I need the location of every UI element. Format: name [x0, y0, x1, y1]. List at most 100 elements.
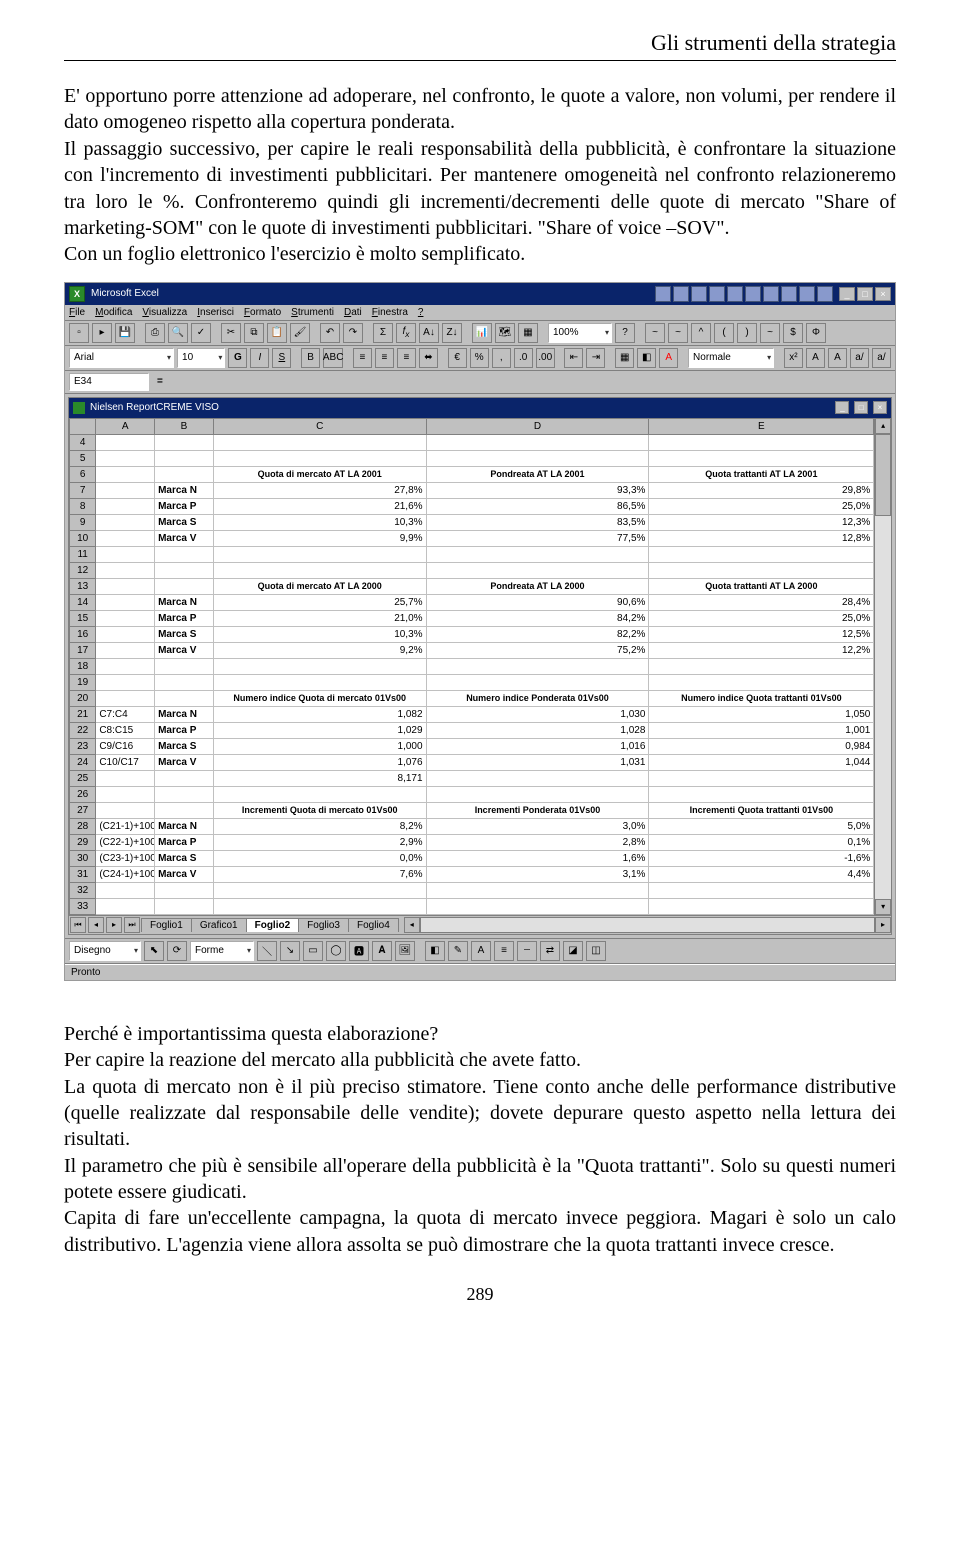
wb-maximize-button[interactable]: □ [854, 401, 868, 414]
save-button[interactable]: 💾 [115, 323, 135, 343]
wb-close-button[interactable]: × [873, 401, 887, 414]
name-box[interactable]: E34 [69, 373, 149, 391]
table-row[interactable]: 26 [70, 786, 874, 802]
spell-button[interactable]: ✓ [191, 323, 211, 343]
clipart-button[interactable]: 🖼 [395, 941, 415, 961]
dec-dec-button[interactable]: .00 [536, 348, 555, 368]
print-button[interactable]: ⎙ [145, 323, 165, 343]
sheet-tab-grafico1[interactable]: Grafico1 [191, 918, 247, 932]
shadow2-button[interactable]: ◪ [563, 941, 583, 961]
sub-button[interactable]: A [806, 348, 825, 368]
currency-button[interactable]: € [448, 348, 467, 368]
linestyle-button[interactable]: ≡ [494, 941, 514, 961]
col-header[interactable]: D [426, 418, 649, 434]
3d-button[interactable]: ◫ [586, 941, 606, 961]
col-header[interactable]: C [213, 418, 426, 434]
style-dropdown[interactable]: Normale [688, 348, 774, 368]
font-color-button[interactable]: A [659, 348, 678, 368]
arrow-button[interactable]: ↘ [280, 941, 300, 961]
font-size-dropdown[interactable]: 10 [177, 348, 225, 368]
fill-color-button[interactable]: ◧ [637, 348, 656, 368]
menu-bar[interactable]: FileModificaVisualizzaInserisciFormatoSt… [65, 305, 895, 321]
table-row[interactable]: 4 [70, 434, 874, 450]
col-header[interactable]: B [155, 418, 214, 434]
sheet-tab-foglio2[interactable]: Foglio2 [246, 918, 300, 932]
workbook-titlebar[interactable]: Nielsen ReportCREME VISO _ □ × [69, 398, 891, 418]
paste-button[interactable]: 📋 [267, 323, 287, 343]
font2-button[interactable]: ABC [323, 348, 343, 368]
sheet-tab-foglio1[interactable]: Foglio1 [141, 918, 192, 932]
indent-dec-button[interactable]: ⇤ [564, 348, 583, 368]
col-header[interactable] [70, 418, 96, 434]
table-row[interactable]: 16Marca S10,3%82,2%12,5% [70, 626, 874, 642]
new-button[interactable]: ▫ [69, 323, 89, 343]
line-button[interactable]: ＼ [257, 941, 277, 961]
rect-button[interactable]: ▭ [303, 941, 323, 961]
format-toolbar[interactable]: Arial 10 G I S B ABC ≡ ≡ ≡ ⬌ € % , .0 .0… [65, 346, 895, 371]
cut-button[interactable]: ✂ [221, 323, 241, 343]
table-row[interactable]: 6Quota di mercato AT LA 2001Pondreata AT… [70, 466, 874, 482]
menu-strumenti[interactable]: Strumenti [291, 307, 334, 318]
scroll-thumb[interactable] [875, 434, 891, 516]
map-button[interactable]: 🗺 [495, 323, 515, 343]
col-header[interactable]: A [96, 418, 155, 434]
sup-button[interactable]: x² [784, 348, 803, 368]
draw-menu[interactable]: Disegno [69, 941, 141, 961]
table-row[interactable]: 22C8:C15Marca P1,0291,0281,001 [70, 722, 874, 738]
table-row[interactable]: 5 [70, 450, 874, 466]
menu-inserisci[interactable]: Inserisci [197, 307, 234, 318]
undo-button[interactable]: ↶ [320, 323, 340, 343]
table-row[interactable]: 9Marca S10,3%83,5%12,3% [70, 514, 874, 530]
menu-?[interactable]: ? [418, 307, 424, 318]
arrowstyle-button[interactable]: ⇄ [540, 941, 560, 961]
table-row[interactable]: 8Marca P21,6%86,5%25,0% [70, 498, 874, 514]
case2-button[interactable]: a/ [872, 348, 891, 368]
bold-button[interactable]: G [228, 348, 247, 368]
extra2-button[interactable]: ~ [668, 323, 688, 343]
inc-dec-button[interactable]: .0 [514, 348, 533, 368]
italic-button[interactable]: I [250, 348, 269, 368]
sheet-tab-foglio4[interactable]: Foglio4 [348, 918, 399, 932]
table-row[interactable]: 24C10/C17Marca V1,0761,0311,044 [70, 754, 874, 770]
minimize-button[interactable]: _ [839, 287, 855, 301]
table-row[interactable]: 17Marca V9,2%75,2%12,2% [70, 642, 874, 658]
preview-button[interactable]: 🔍 [168, 323, 188, 343]
wordart-button[interactable]: 𝐀 [372, 941, 392, 961]
drawing-toolbar[interactable]: Disegno ⬉ ⟳ Forme ＼ ↘ ▭ ◯ 🅰 𝐀 🖼 ◧ ✎ A ≡ … [65, 938, 895, 964]
underline-button[interactable]: S [272, 348, 291, 368]
table-row[interactable]: 29(C22-1)+100Marca P2,9%2,8%0,1% [70, 834, 874, 850]
table-row[interactable]: 31(C24-1)+100Marca V7,6%3,1%4,4% [70, 866, 874, 882]
help-button[interactable]: ? [615, 323, 635, 343]
chart-button[interactable]: 📊 [472, 323, 492, 343]
tab-nav-first[interactable]: ⏮ [70, 917, 86, 933]
comma-button[interactable]: , [492, 348, 511, 368]
table-row[interactable]: 18 [70, 658, 874, 674]
extra7-button[interactable]: $ [783, 323, 803, 343]
oval-button[interactable]: ◯ [326, 941, 346, 961]
extra8-button[interactable]: Φ [806, 323, 826, 343]
standard-toolbar[interactable]: ▫ ▸ 💾 ⎙ 🔍 ✓ ✂ ⧉ 📋 🖌 ↶ ↷ Σ fx A↓ Z↓ 📊 🗺 ▦ [65, 321, 895, 346]
copy-button[interactable]: ⧉ [244, 323, 264, 343]
extra3-button[interactable]: ^ [691, 323, 711, 343]
redo-button[interactable]: ↷ [343, 323, 363, 343]
case-button[interactable]: a/ [850, 348, 869, 368]
table-row[interactable]: 20Numero indice Quota di mercato 01Vs00N… [70, 690, 874, 706]
shadow-button[interactable]: B [301, 348, 320, 368]
percent-button[interactable]: % [470, 348, 489, 368]
fontcolor2-button[interactable]: A [471, 941, 491, 961]
fx-button[interactable]: fx [396, 323, 416, 343]
align-left-button[interactable]: ≡ [353, 348, 372, 368]
tab-nav-last[interactable]: ⏭ [124, 917, 140, 933]
align-center-button[interactable]: ≡ [375, 348, 394, 368]
autoshapes-menu[interactable]: Forme [190, 941, 254, 961]
tab-nav-prev[interactable]: ◂ [88, 917, 104, 933]
title-bar[interactable]: X Microsoft Excel _ □ × [65, 283, 895, 305]
worksheet[interactable]: ABCDE456Quota di mercato AT LA 2001Pondr… [69, 418, 891, 915]
maximize-button[interactable]: □ [857, 287, 873, 301]
extra5-button[interactable]: ) [737, 323, 757, 343]
fmt-painter-button[interactable]: 🖌 [290, 323, 310, 343]
font-name-dropdown[interactable]: Arial [69, 348, 174, 368]
fillcolor2-button[interactable]: ◧ [425, 941, 445, 961]
merge-button[interactable]: ⬌ [419, 348, 438, 368]
vertical-scrollbar[interactable]: ▴ ▾ [874, 418, 891, 915]
